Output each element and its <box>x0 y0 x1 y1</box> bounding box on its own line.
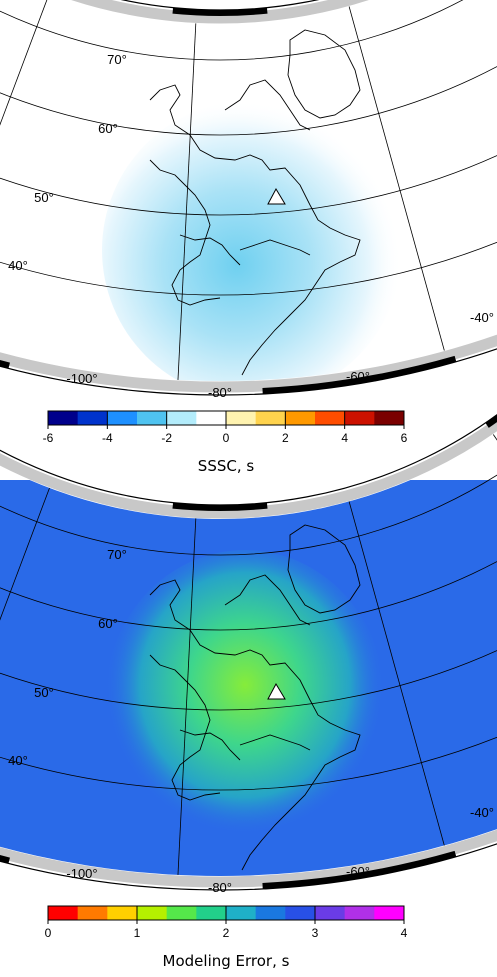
colorbar-tick-label: 4 <box>341 431 348 445</box>
colorbar-tick-label: 2 <box>282 431 289 445</box>
colorbar-swatch <box>315 411 346 425</box>
modeling-error-field <box>105 550 385 850</box>
longitude-label: -40° <box>470 805 494 820</box>
longitude-label: -100° <box>66 866 97 881</box>
colorbar-tick-label: 0 <box>223 431 230 445</box>
map-frame-black-ticks <box>0 414 497 889</box>
colorbar-swatch <box>137 906 168 920</box>
colorbar-swatch <box>285 906 316 920</box>
colorbar-swatch <box>255 906 286 920</box>
longitude-label: -100° <box>66 371 97 386</box>
latitude-label: 50° <box>34 685 54 700</box>
coastlines <box>149 29 361 376</box>
colorbar-tick-label: 3 <box>312 926 319 940</box>
map-frame-black-ticks <box>0 7 457 394</box>
colorbar-swatch <box>315 906 346 920</box>
colorbar-swatch <box>107 906 138 920</box>
graticule <box>0 0 497 380</box>
latitude-labels: 70° 60° 50° 40° <box>8 547 127 768</box>
colorbar-tick-label: 0 <box>45 926 52 940</box>
latitude-label: 70° <box>107 52 127 67</box>
triangle-station-icon <box>267 187 286 205</box>
sssc-colorbar: -6 -4 -2 0 2 4 6 <box>43 410 408 445</box>
latitude-label: 70° <box>107 547 127 562</box>
colorbar-swatch <box>137 411 168 425</box>
colorbar-tick-label: -2 <box>161 431 172 445</box>
modeling-error-colorbar-title: Modeling Error, s <box>163 952 290 970</box>
colorbar-tick-label: 6 <box>401 431 408 445</box>
colorbar-swatch <box>255 411 286 425</box>
map-frame-gray-band <box>0 417 497 888</box>
colorbar-swatch <box>374 411 405 425</box>
latitude-label: 60° <box>98 616 118 631</box>
latitude-label: 40° <box>8 753 28 768</box>
colorbar-swatch <box>77 411 108 425</box>
coastlines <box>149 524 361 871</box>
colorbar-swatch <box>226 411 257 425</box>
longitude-labels: -100° -80° -60° -40° <box>66 805 494 895</box>
latitude-labels: 70° 60° 50° 40° <box>8 52 127 273</box>
colorbar-swatch <box>374 906 405 920</box>
longitude-labels: -100° -80° -60° -40° <box>66 310 494 400</box>
colorbar-swatch <box>48 411 79 425</box>
colorbar-swatch <box>226 906 257 920</box>
colorbar-swatch <box>196 906 227 920</box>
colorbar-swatch <box>196 411 227 425</box>
modeling-error-colorbar: 0 1 2 3 4 <box>45 905 408 940</box>
colorbar-swatch <box>344 411 375 425</box>
longitude-label: -40° <box>470 310 494 325</box>
colorbar-swatch <box>107 411 138 425</box>
colorbar-tick-label: -6 <box>43 431 54 445</box>
colorbar-tick-label: -4 <box>102 431 113 445</box>
modeling-error-map: 70° 60° 50° 40° -100° -80° -60° -40° <box>0 413 497 895</box>
longitude-label: -80° <box>208 880 232 895</box>
sssc-colorbar-title: SSSC, s <box>198 457 255 475</box>
colorbar-swatch <box>285 411 316 425</box>
colorbar-swatch <box>48 906 79 920</box>
triangle-station-icon <box>267 682 286 700</box>
colorbar-swatch <box>344 906 375 920</box>
colorbar-tick-label: 2 <box>223 926 230 940</box>
colorbar-swatch <box>77 906 108 920</box>
latitude-label: 60° <box>98 121 118 136</box>
longitude-label: -60° <box>346 864 370 879</box>
colorbar-swatch <box>166 411 197 425</box>
sssc-map: 70° 60° 50° 40° -100° -80° -60° -40° <box>0 0 497 400</box>
latitude-label: 40° <box>8 258 28 273</box>
colorbar-swatch <box>166 906 197 920</box>
colorbar-tick-label: 4 <box>401 926 408 940</box>
graticule <box>0 434 497 875</box>
longitude-label: -60° <box>346 369 370 384</box>
colorbar-tick-label: 1 <box>134 926 141 940</box>
latitude-label: 50° <box>34 190 54 205</box>
sssc-field <box>102 100 402 381</box>
longitude-label: -80° <box>208 385 232 400</box>
